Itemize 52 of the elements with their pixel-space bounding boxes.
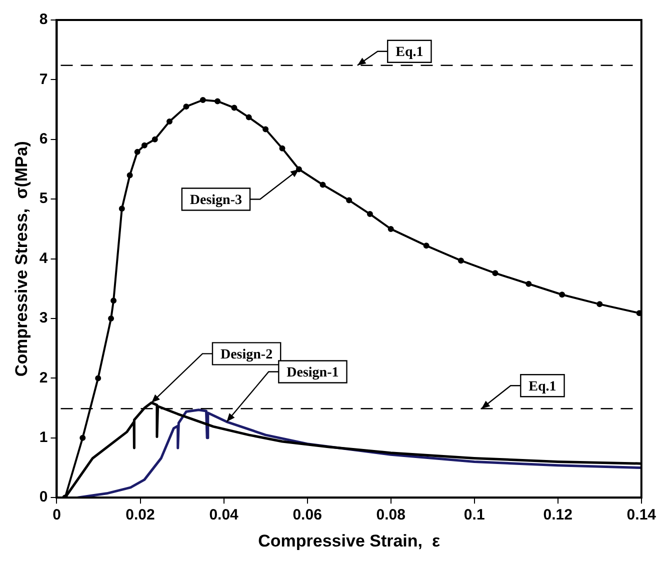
point	[110, 298, 117, 304]
point	[423, 242, 430, 249]
annotation: Eq.1	[528, 379, 556, 394]
annotation: Eq.1	[396, 44, 424, 60]
x-axis-title: Compressive Strain, ε	[258, 531, 440, 550]
x-tick-label: 0.14	[626, 506, 657, 524]
point	[166, 118, 172, 124]
point	[152, 136, 158, 142]
point	[126, 172, 133, 178]
point	[246, 114, 252, 120]
point	[80, 434, 86, 441]
y-tick-label: 6	[39, 130, 48, 148]
y-tick-label: 1	[39, 429, 48, 446]
point	[118, 206, 125, 212]
annotation: Design-1	[286, 365, 339, 380]
y-axis-title: Compressive Stress, σ(MPa)	[12, 141, 31, 377]
y-tick-label: 2	[39, 369, 48, 386]
x-tick-label: 0	[52, 506, 61, 524]
y-tick-label: 8	[39, 11, 48, 28]
point	[200, 97, 206, 103]
y-tick-label: 0	[39, 488, 48, 506]
x-tick-label: 0.12	[543, 506, 572, 524]
point	[388, 226, 394, 232]
point	[296, 166, 302, 172]
x-tick-label: 0.02	[126, 506, 155, 524]
y-tick-label: 7	[39, 70, 48, 88]
x-tick-label: 0.04	[209, 506, 240, 524]
point	[183, 104, 190, 110]
point	[141, 142, 148, 148]
point	[559, 292, 566, 298]
point	[134, 148, 140, 155]
point	[346, 197, 352, 204]
point	[279, 145, 286, 152]
point	[492, 270, 498, 276]
point	[320, 182, 326, 188]
annotation: Design-3	[190, 192, 242, 208]
point	[95, 375, 102, 382]
x-tick-label: 0.06	[292, 506, 322, 524]
annotation: Design-2	[220, 347, 273, 362]
point	[231, 104, 238, 111]
y-tick-label: 4	[39, 250, 48, 267]
point	[458, 258, 464, 264]
x-tick-label: 0.1	[464, 506, 485, 524]
point	[366, 211, 373, 218]
point	[262, 126, 269, 132]
point	[108, 316, 114, 322]
y-tick-label: 5	[39, 190, 48, 208]
point	[526, 280, 532, 287]
y-tick-label: 3	[39, 310, 48, 327]
x-tick-label: 0.08	[376, 506, 406, 524]
point	[214, 98, 221, 104]
point	[596, 301, 603, 308]
